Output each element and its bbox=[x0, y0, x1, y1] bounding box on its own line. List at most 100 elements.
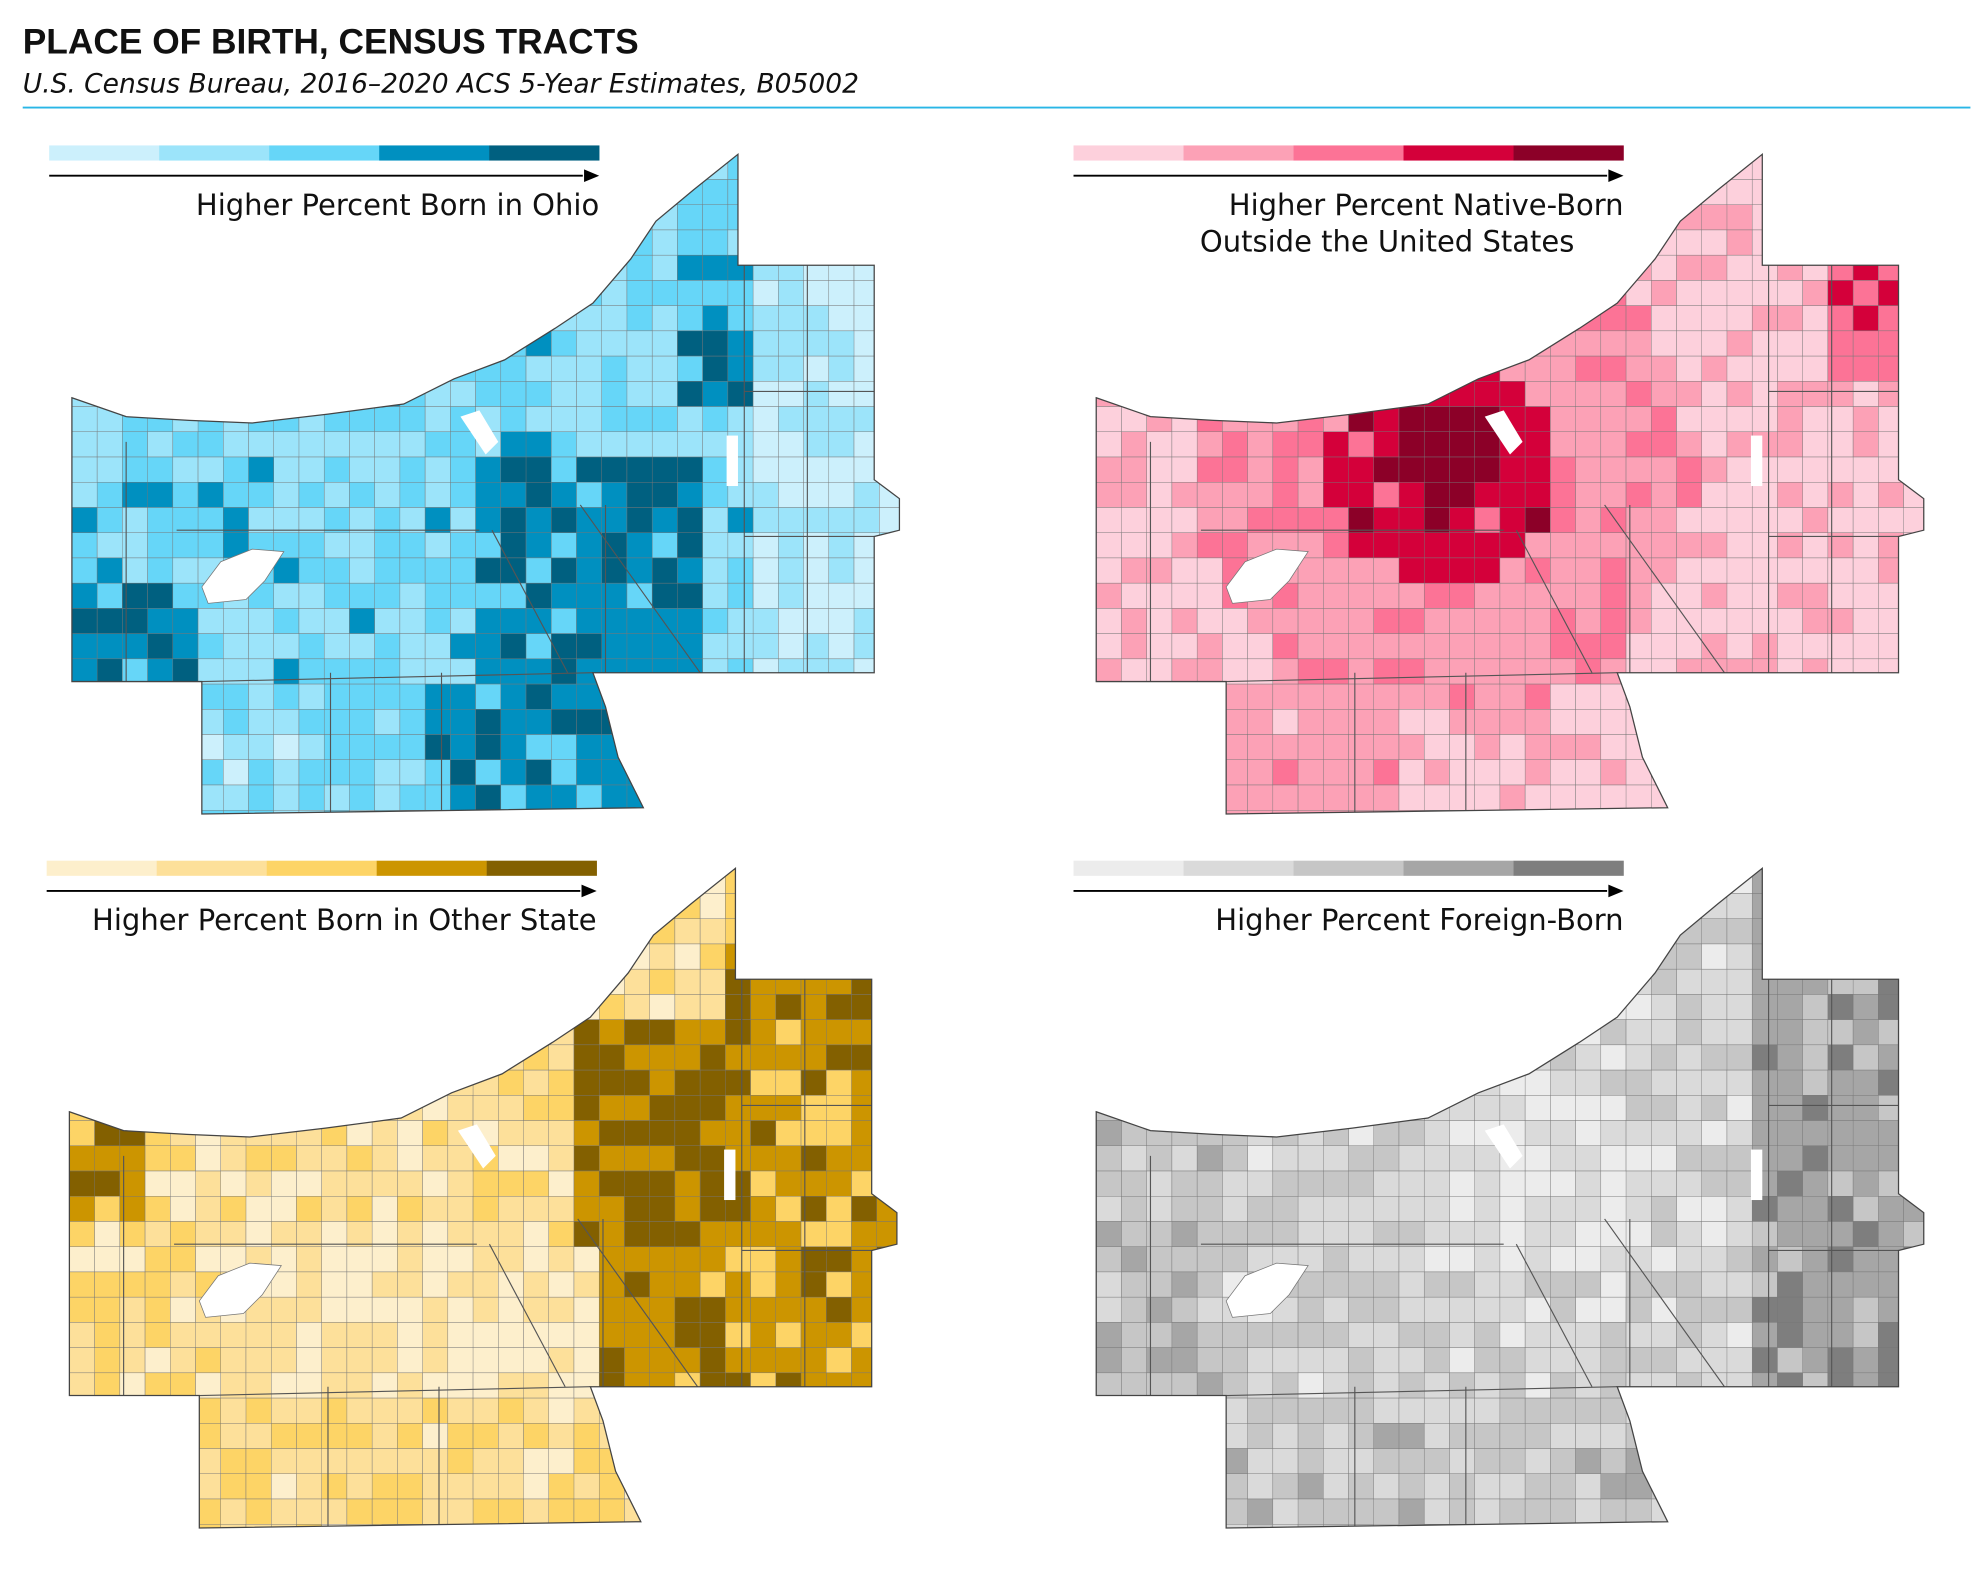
census-tract bbox=[828, 406, 855, 433]
census-tract bbox=[1398, 482, 1425, 508]
census-tract bbox=[1575, 507, 1602, 533]
census-tract bbox=[220, 1095, 272, 1121]
census-tract bbox=[1701, 1095, 1728, 1121]
census-tract bbox=[498, 1095, 524, 1121]
census-tract bbox=[197, 254, 249, 281]
census-tract bbox=[1575, 330, 1602, 357]
census-tract bbox=[1878, 968, 1904, 995]
census-tract bbox=[1802, 893, 1829, 919]
census-tract bbox=[626, 810, 653, 815]
census-tract bbox=[472, 1170, 499, 1197]
census-tract bbox=[1802, 355, 1829, 382]
census-tract bbox=[727, 204, 754, 231]
census-tract bbox=[1726, 229, 1753, 256]
census-tract bbox=[626, 658, 653, 685]
census-tract bbox=[296, 1196, 322, 1222]
census-tract bbox=[551, 254, 577, 281]
census-tract bbox=[1802, 1019, 1829, 1046]
census-tract bbox=[725, 1296, 751, 1323]
census-tract bbox=[374, 254, 401, 281]
census-tract bbox=[1398, 280, 1450, 306]
census-tract bbox=[778, 709, 804, 735]
census-tract bbox=[397, 1221, 423, 1247]
census-tract bbox=[1827, 1448, 1854, 1474]
census-tract bbox=[1323, 507, 1349, 533]
census-tract bbox=[1096, 456, 1122, 483]
census-tract bbox=[1348, 633, 1374, 660]
census-tract bbox=[450, 431, 476, 458]
census-tract bbox=[475, 810, 502, 815]
census-tract bbox=[649, 1170, 676, 1197]
census-tract bbox=[1827, 154, 1854, 180]
census-tract bbox=[346, 1271, 373, 1298]
census-tract bbox=[1373, 1069, 1400, 1096]
census-tract bbox=[96, 507, 123, 533]
census-tract bbox=[172, 431, 199, 458]
census-tract bbox=[1499, 968, 1526, 995]
census-tract bbox=[775, 1322, 802, 1348]
census-tract bbox=[245, 1221, 272, 1247]
census-tract bbox=[1852, 557, 1879, 584]
census-tract bbox=[94, 1397, 121, 1424]
census-tract bbox=[702, 734, 729, 760]
census-tract bbox=[69, 1423, 95, 1449]
census-tract bbox=[1802, 759, 1854, 786]
census-tract bbox=[1903, 1019, 1924, 1046]
census-tract bbox=[1096, 994, 1122, 1020]
census-tract bbox=[1701, 784, 1728, 811]
census-tract bbox=[1550, 1246, 1576, 1273]
census-tract bbox=[800, 1524, 827, 1529]
census-tract bbox=[851, 1322, 897, 1348]
census-tract bbox=[96, 431, 123, 458]
census-tract bbox=[1802, 968, 1829, 995]
census-tract bbox=[1726, 810, 1778, 815]
census-tract bbox=[699, 1145, 726, 1172]
census-tract bbox=[674, 968, 701, 995]
census-tract bbox=[1777, 658, 1803, 685]
census-tract bbox=[879, 658, 900, 685]
census-tract bbox=[1499, 482, 1526, 508]
census-tract bbox=[674, 1448, 701, 1474]
census-tract bbox=[752, 431, 779, 458]
census-tract bbox=[1777, 229, 1803, 256]
census-tract bbox=[1550, 709, 1576, 735]
census-tract bbox=[1726, 1170, 1753, 1197]
census-tract bbox=[702, 557, 729, 584]
census-tract bbox=[1903, 1498, 1924, 1525]
census-tract bbox=[296, 1221, 322, 1247]
census-tract bbox=[424, 406, 451, 433]
census-tract bbox=[349, 381, 375, 407]
census-tract bbox=[649, 943, 676, 970]
census-tract bbox=[876, 1372, 897, 1399]
census-tract bbox=[270, 1019, 297, 1046]
census-tract bbox=[1096, 330, 1147, 357]
census-tract bbox=[472, 1448, 499, 1474]
census-tract bbox=[122, 709, 148, 735]
census-tract bbox=[1600, 431, 1627, 458]
census-tract bbox=[498, 1145, 524, 1172]
census-tract bbox=[323, 229, 350, 256]
census-tract bbox=[220, 1347, 247, 1374]
census-tract bbox=[677, 381, 703, 407]
census-tract bbox=[119, 1095, 146, 1121]
census-tract bbox=[349, 734, 375, 760]
census-tract bbox=[172, 608, 199, 634]
census-tract bbox=[699, 1170, 726, 1197]
census-tract bbox=[525, 709, 552, 735]
census-tract bbox=[1726, 1221, 1753, 1247]
census-tract bbox=[1751, 734, 1778, 760]
census-tract bbox=[778, 229, 804, 256]
census-tract bbox=[525, 406, 552, 433]
census-tract bbox=[1600, 1246, 1627, 1273]
census-tract bbox=[69, 1524, 95, 1529]
census-tract bbox=[800, 1397, 827, 1424]
census-tract bbox=[523, 1372, 549, 1399]
census-tract bbox=[1751, 305, 1778, 332]
census-tract bbox=[1903, 918, 1924, 945]
census-tract bbox=[879, 355, 900, 382]
census-tract bbox=[1777, 204, 1803, 231]
census-tract bbox=[1903, 1397, 1924, 1424]
census-tract bbox=[1802, 305, 1829, 332]
census-tract bbox=[750, 1170, 777, 1197]
census-tract bbox=[122, 759, 174, 786]
